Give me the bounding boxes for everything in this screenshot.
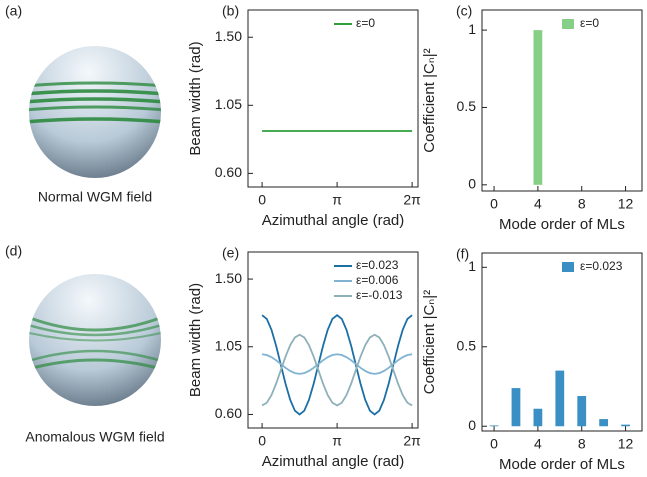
panel-label: (f) [456,246,469,262]
panel-label: (d) [5,243,22,259]
x-axis-label: Azimuthal angle (rad) [262,453,405,470]
y-tick-label: 1.50 [215,28,242,44]
legend-swatch [562,262,574,272]
bar [533,30,543,185]
x-tick-label: 12 [618,436,634,452]
x-axis-label: Mode order of MLs [499,216,625,233]
y-tick-label: 0.5 [457,98,477,114]
y-axis-label: Coefficient |Cₙ|² [421,290,438,394]
y-tick-label: 1.05 [215,337,242,353]
y-axis-label: Beam width (rad) [187,41,204,155]
x-tick-label: 2π [403,192,421,208]
y-tick-label: 1 [468,21,476,37]
x-tick-label: 12 [618,196,634,212]
bar [577,396,587,427]
y-tick-label: 0.60 [215,164,242,180]
x-tick-label: π [332,192,342,208]
legend-label: ε=0.006 [356,273,399,287]
bar [511,388,521,427]
y-tick-label: 0 [468,417,476,433]
x-tick-label: 4 [534,436,542,452]
y-tick-label: 1 [468,258,476,274]
plot-frame [247,251,419,429]
plot-frame [247,9,419,188]
panel-label: (a) [5,3,22,19]
panel-label: (b) [222,3,239,19]
image-caption: Anomalous WGM field [25,429,164,445]
field-bands [29,314,161,372]
legend-label: ε=0 [356,16,375,30]
line [261,314,413,416]
legend-swatch [562,19,574,29]
x-axis-label: Azimuthal angle (rad) [262,212,405,229]
y-axis-label: Coefficient |Cₙ|² [421,48,438,152]
y-axis-label: Beam width (rad) [187,283,204,397]
bar [599,419,609,427]
bar [489,425,499,427]
y-tick-label: 0 [468,176,476,192]
x-tick-label: 0 [258,433,266,449]
line [261,353,413,375]
legend-label: ε=0 [580,16,599,30]
x-axis-label: Mode order of MLs [499,456,625,473]
y-tick-label: 0.5 [457,337,477,353]
y-tick-label: 1.05 [215,96,242,112]
x-tick-label: 8 [578,436,586,452]
x-tick-label: 0 [258,192,266,208]
legend-label: ε=0.023 [580,259,623,273]
line [261,333,413,407]
legend-label: ε=0.023 [356,258,399,272]
x-tick-label: 0 [490,436,498,452]
sphere [29,46,161,178]
y-tick-label: 1.50 [215,270,242,286]
panel-label: (c) [456,3,472,19]
image-caption: Normal WGM field [38,189,152,205]
field-bands [29,81,161,124]
x-tick-label: π [332,433,342,449]
x-tick-label: 0 [490,196,498,212]
bar [555,370,565,427]
plot-frame [481,9,643,192]
panel-label: (e) [222,245,239,261]
x-tick-label: 4 [534,196,542,212]
x-tick-label: 8 [578,196,586,212]
x-tick-label: 2π [403,433,421,449]
bar [621,424,630,427]
plot-frame [481,252,643,432]
bar [533,408,543,427]
legend-label: ε=-0.013 [356,288,403,302]
y-tick-label: 0.60 [215,405,242,421]
